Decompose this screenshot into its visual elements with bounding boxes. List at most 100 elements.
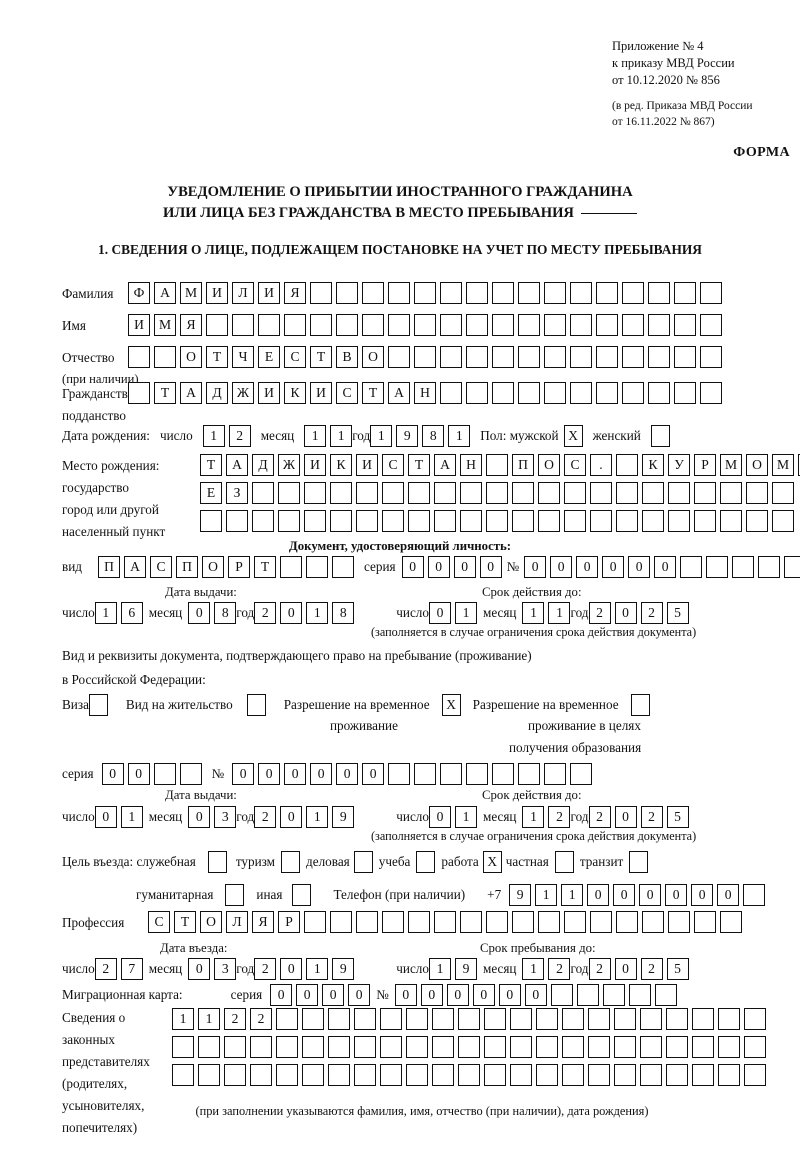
- char-cell[interactable]: [486, 510, 508, 532]
- char-cell[interactable]: Т: [362, 382, 384, 404]
- char-cell[interactable]: З: [226, 482, 248, 504]
- char-cell[interactable]: [544, 282, 566, 304]
- char-cell[interactable]: М: [772, 454, 794, 476]
- char-cell[interactable]: [154, 346, 176, 368]
- char-cell[interactable]: 0: [188, 602, 211, 624]
- char-cell[interactable]: 0: [296, 984, 319, 1006]
- char-cell[interactable]: 2: [548, 806, 571, 828]
- char-cell[interactable]: [694, 510, 716, 532]
- char-cell[interactable]: Т: [174, 911, 196, 933]
- char-cell[interactable]: [654, 984, 677, 1006]
- char-cell[interactable]: [432, 1064, 454, 1086]
- char-cell[interactable]: [614, 1064, 636, 1086]
- char-cell[interactable]: 1: [561, 884, 584, 906]
- char-cell[interactable]: 1: [522, 958, 545, 980]
- char-cell[interactable]: [616, 454, 638, 476]
- char-cell[interactable]: О: [180, 346, 202, 368]
- char-cell[interactable]: [466, 382, 488, 404]
- char-cell[interactable]: Е: [258, 346, 280, 368]
- char-cell[interactable]: Т: [408, 454, 430, 476]
- char-cell[interactable]: [518, 346, 540, 368]
- char-cell[interactable]: [616, 510, 638, 532]
- char-cell[interactable]: 0: [322, 984, 345, 1006]
- char-cell[interactable]: 2: [588, 958, 611, 980]
- sex-male-checkbox[interactable]: X: [563, 425, 583, 447]
- edu-residence-checkbox[interactable]: [630, 694, 650, 716]
- char-cell[interactable]: 0: [258, 763, 281, 785]
- char-cell[interactable]: 9: [332, 958, 355, 980]
- char-cell[interactable]: Ж: [278, 454, 300, 476]
- char-cell[interactable]: [460, 911, 482, 933]
- char-cell[interactable]: 0: [479, 556, 502, 578]
- char-cell[interactable]: [226, 510, 248, 532]
- char-cell[interactable]: [198, 1036, 220, 1058]
- char-cell[interactable]: [434, 911, 456, 933]
- char-cell[interactable]: 2: [588, 806, 611, 828]
- char-cell[interactable]: 0: [446, 984, 469, 1006]
- char-cell[interactable]: [304, 510, 326, 532]
- char-cell[interactable]: 1: [306, 958, 329, 980]
- char-cell[interactable]: 0: [310, 763, 333, 785]
- purpose-study-checkbox[interactable]: [416, 851, 436, 873]
- char-cell[interactable]: 9: [509, 884, 532, 906]
- char-cell[interactable]: П: [512, 454, 534, 476]
- char-cell[interactable]: [128, 382, 150, 404]
- char-cell[interactable]: 0: [614, 806, 637, 828]
- char-cell[interactable]: [258, 314, 280, 336]
- char-cell[interactable]: [596, 382, 618, 404]
- char-cell[interactable]: [492, 314, 514, 336]
- char-cell[interactable]: [518, 382, 540, 404]
- char-cell[interactable]: [252, 510, 274, 532]
- char-cell[interactable]: [486, 454, 508, 476]
- char-cell[interactable]: [700, 282, 722, 304]
- birthplace-row-3-cells[interactable]: [200, 510, 794, 532]
- char-cell[interactable]: [276, 1008, 298, 1030]
- char-cell[interactable]: 0: [427, 556, 450, 578]
- char-cell[interactable]: В: [336, 346, 358, 368]
- char-cell[interactable]: [674, 382, 696, 404]
- char-cell[interactable]: [570, 314, 592, 336]
- char-cell[interactable]: [179, 763, 202, 785]
- char-cell[interactable]: [388, 346, 410, 368]
- char-cell[interactable]: [622, 314, 644, 336]
- char-cell[interactable]: 0: [654, 556, 677, 578]
- char-cell[interactable]: Д: [252, 454, 274, 476]
- char-cell[interactable]: Л: [226, 911, 248, 933]
- char-cell[interactable]: [694, 482, 716, 504]
- char-cell[interactable]: П: [98, 556, 120, 578]
- char-cell[interactable]: [414, 346, 436, 368]
- char-cell[interactable]: 1: [454, 602, 477, 624]
- char-cell[interactable]: Б: [798, 454, 800, 476]
- char-cell[interactable]: 0: [94, 806, 117, 828]
- char-cell[interactable]: [388, 282, 410, 304]
- char-cell[interactable]: [544, 763, 567, 785]
- char-cell[interactable]: [616, 482, 638, 504]
- char-cell[interactable]: [330, 510, 352, 532]
- char-cell[interactable]: [720, 510, 742, 532]
- char-cell[interactable]: [280, 556, 302, 578]
- char-cell[interactable]: 0: [127, 763, 150, 785]
- char-cell[interactable]: 0: [665, 884, 688, 906]
- char-cell[interactable]: [562, 1036, 584, 1058]
- char-cell[interactable]: 1: [120, 806, 143, 828]
- char-cell[interactable]: Т: [254, 556, 276, 578]
- char-cell[interactable]: О: [200, 911, 222, 933]
- char-cell[interactable]: [590, 482, 612, 504]
- char-cell[interactable]: [458, 1064, 480, 1086]
- char-cell[interactable]: К: [642, 454, 664, 476]
- char-cell[interactable]: С: [382, 454, 404, 476]
- sex-female-checkbox[interactable]: [650, 425, 670, 447]
